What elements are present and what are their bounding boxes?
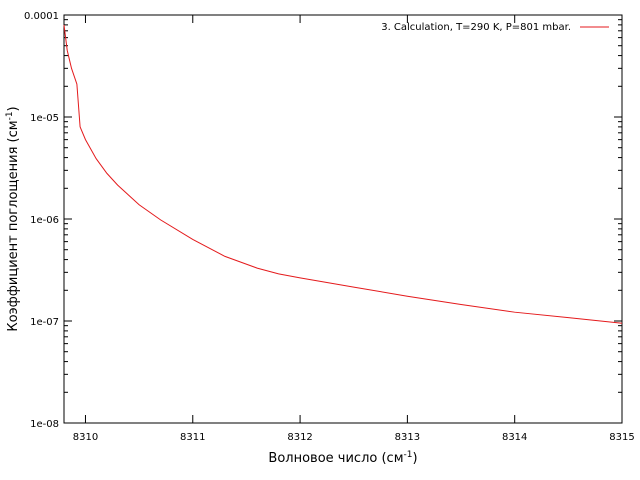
legend-entry-label: 3. Calculation, T=290 K, P=801 mbar.	[381, 22, 571, 33]
y-tick-label: 1e-08	[30, 419, 59, 430]
x-tick-label: 8315	[609, 432, 634, 443]
series-layer	[63, 24, 623, 324]
plot-area-frame	[63, 14, 623, 424]
x-tick-label: 8314	[502, 432, 527, 443]
y-tick-label: 1e-05	[30, 113, 59, 124]
x-tick-label: 8312	[287, 432, 312, 443]
y-axis-title-end: )	[6, 106, 21, 111]
x-tick-label: 8310	[73, 432, 98, 443]
y-axis-title-superscript: -1	[5, 111, 15, 120]
y-tick-label: 1e-06	[30, 215, 59, 226]
ticks-layer: 8310 8311 8312 8313 8314 8315 1e-08 1e-07 1e-06 1…	[24, 11, 635, 443]
y-tick-label: 0.0001	[24, 11, 59, 22]
x-axis-title-superscript: -1	[404, 450, 413, 460]
x-tick-label: 8313	[395, 432, 420, 443]
x-tick-label: 8311	[180, 432, 205, 443]
series-line	[63, 24, 623, 324]
x-axis-title-text: Волновое число (см	[268, 451, 403, 466]
y-axis-title: Коэффициент поглощения (см-1)	[5, 106, 21, 331]
x-axis-title: Волновое число (см-1)	[268, 450, 417, 466]
x-axis-title-end: )	[412, 451, 417, 466]
y-axis-title-text: Коэффициент поглощения (см	[6, 120, 21, 331]
legend: 3. Calculation, T=290 K, P=801 mbar.	[381, 22, 609, 33]
y-tick-label: 1e-07	[30, 317, 59, 328]
